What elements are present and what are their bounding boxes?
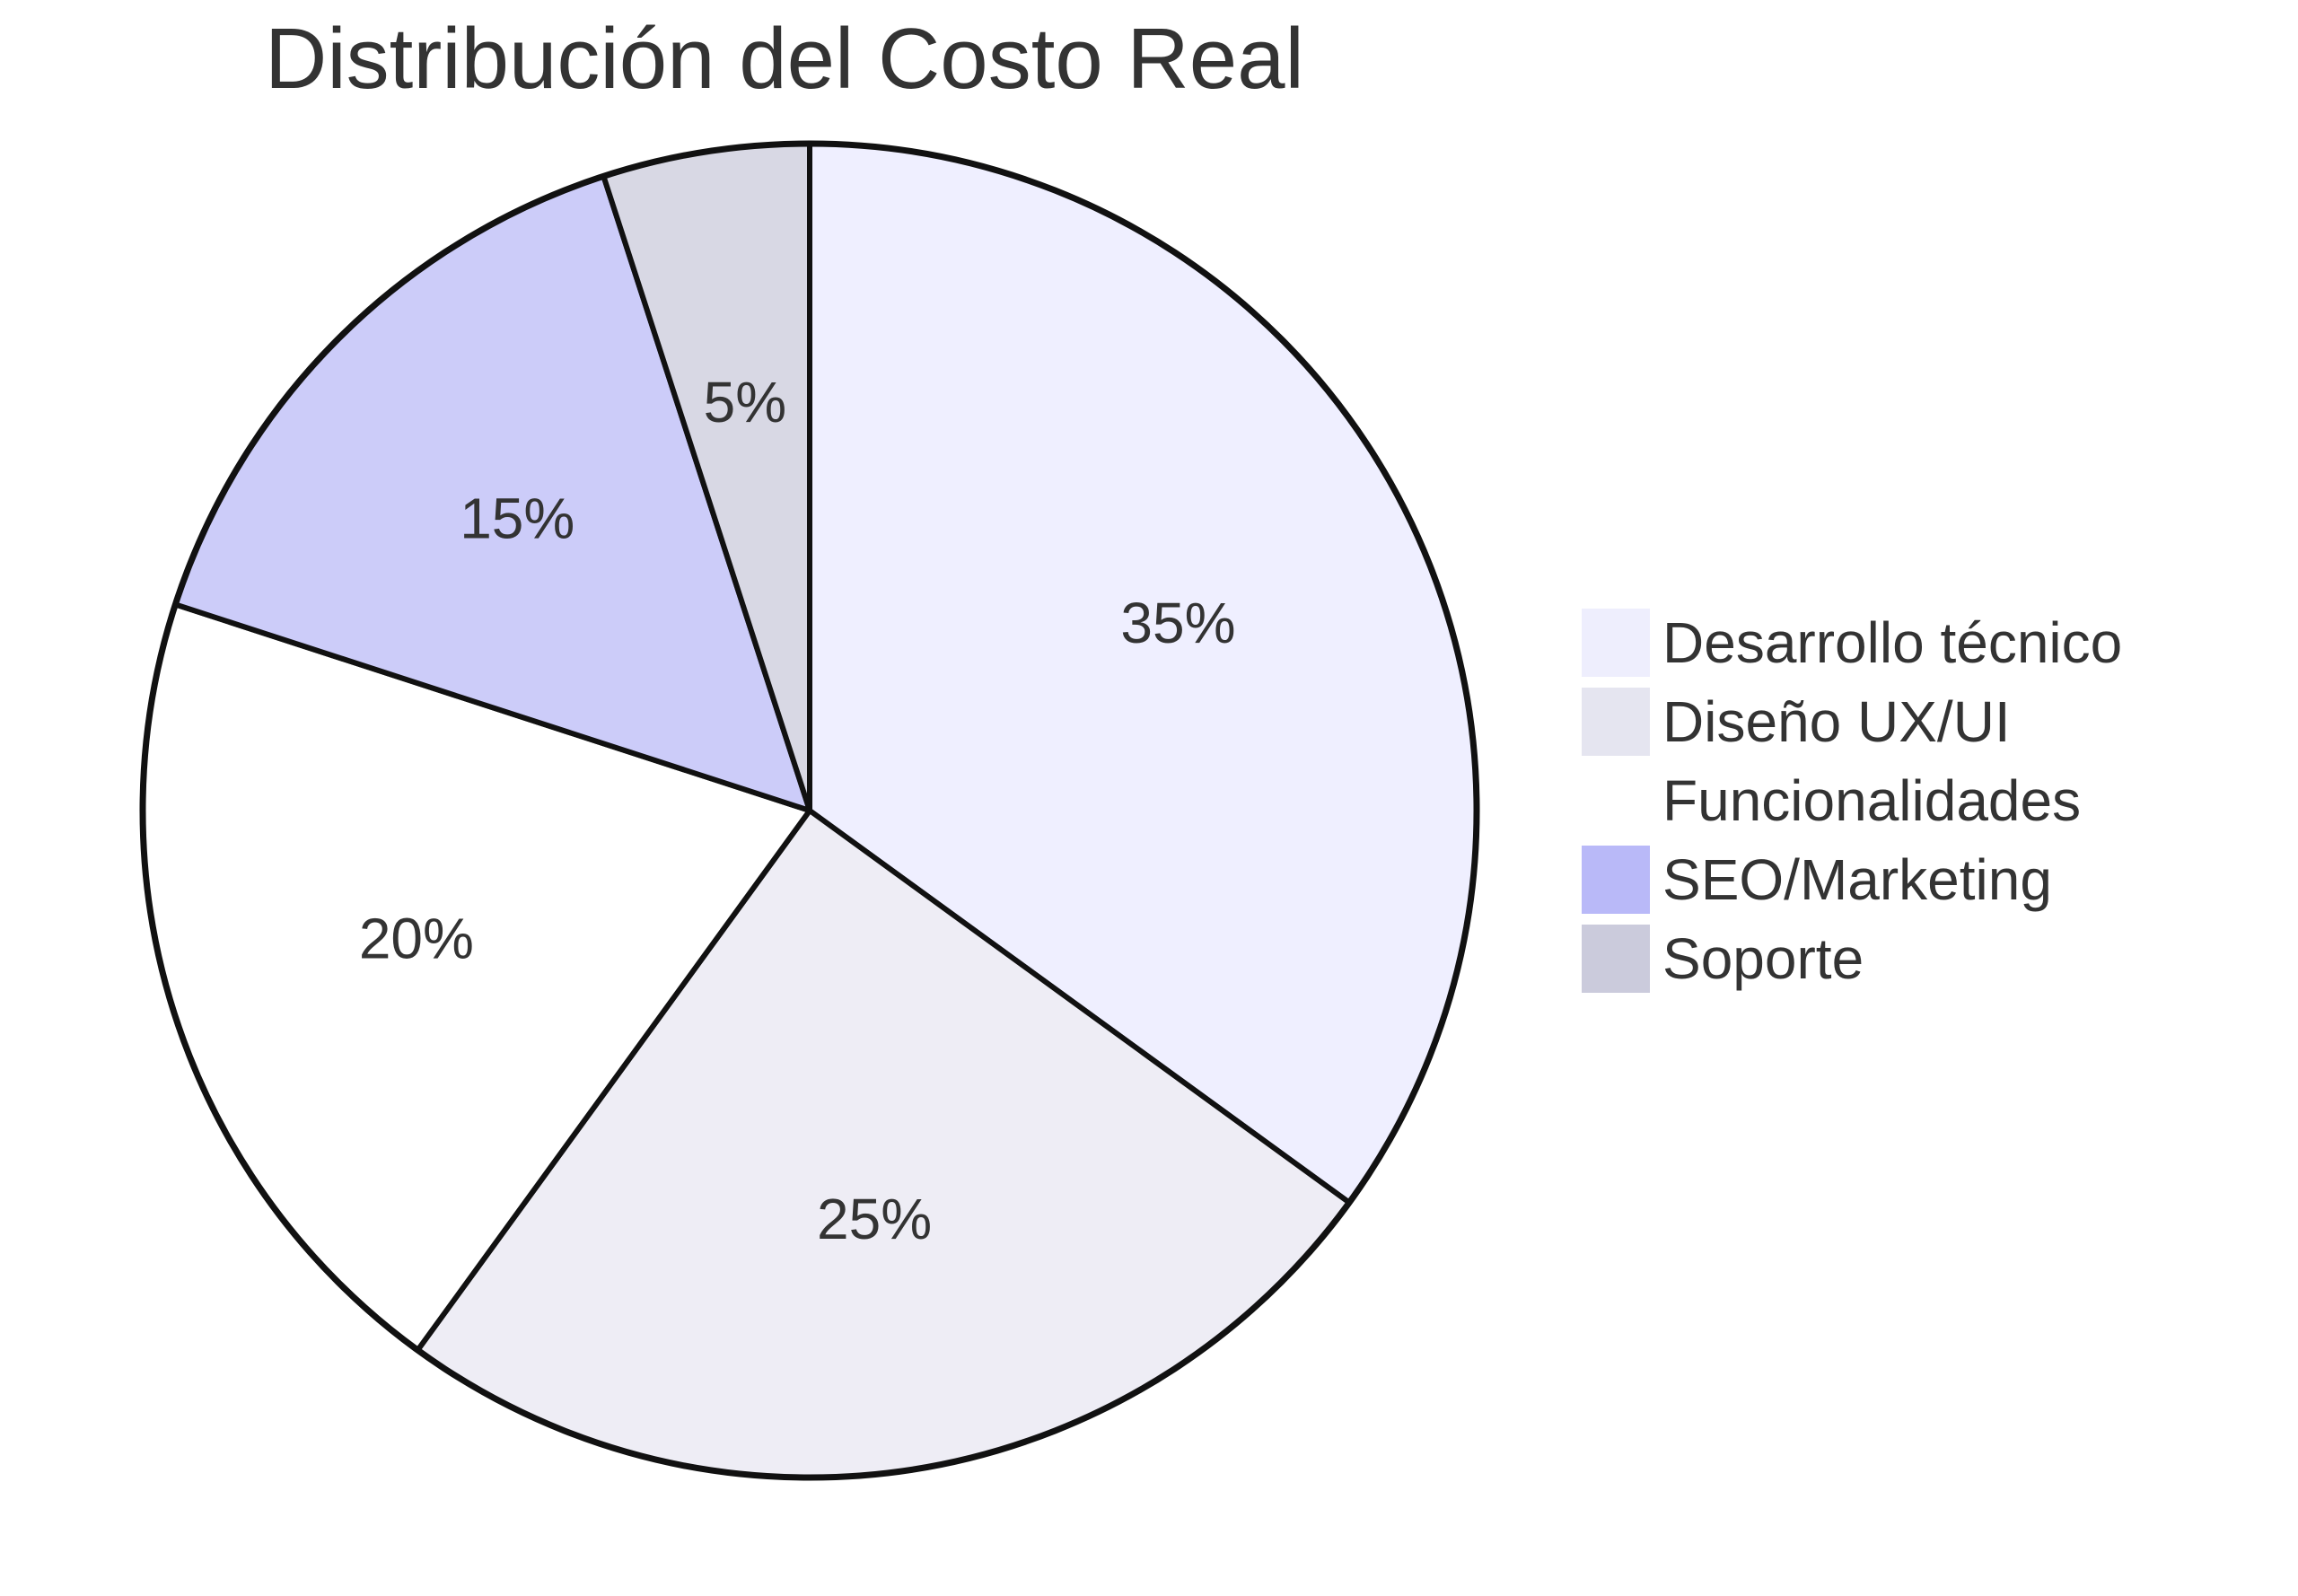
legend-label-funcionalidades: Funcionalidades xyxy=(1662,768,2081,833)
slice-labels: 35% 25% 20% 15% 5% xyxy=(359,370,1236,1251)
slice-label-funcionalidades: 20% xyxy=(359,906,474,970)
legend-swatch-seo-marketing xyxy=(1582,846,1650,914)
legend-swatch-diseno-ux-ui xyxy=(1582,688,1650,756)
legend-swatch-desarrollo-tecnico xyxy=(1582,609,1650,677)
legend-swatch-soporte xyxy=(1582,925,1650,993)
slice-label-desarrollo-tecnico: 35% xyxy=(1120,591,1235,655)
legend: Desarrollo técnico Diseño UX/UI Funcionali… xyxy=(1582,609,2122,993)
slice-label-diseno-ux-ui: 25% xyxy=(817,1187,932,1251)
legend-swatch-funcionalidades xyxy=(1582,767,1650,835)
slice-label-soporte: 5% xyxy=(704,370,787,434)
legend-label-soporte: Soporte xyxy=(1662,926,1864,991)
slice-label-seo-marketing: 15% xyxy=(460,486,574,550)
legend-label-desarrollo-tecnico: Desarrollo técnico xyxy=(1662,610,2122,675)
legend-label-diseno-ux-ui: Diseño UX/UI xyxy=(1662,689,2011,754)
legend-label-seo-marketing: SEO/Marketing xyxy=(1662,847,2052,912)
pie-outline xyxy=(139,140,1480,1481)
chart-title: Distribución del Costo Real xyxy=(265,11,1304,107)
pie-slices xyxy=(140,141,1479,1480)
